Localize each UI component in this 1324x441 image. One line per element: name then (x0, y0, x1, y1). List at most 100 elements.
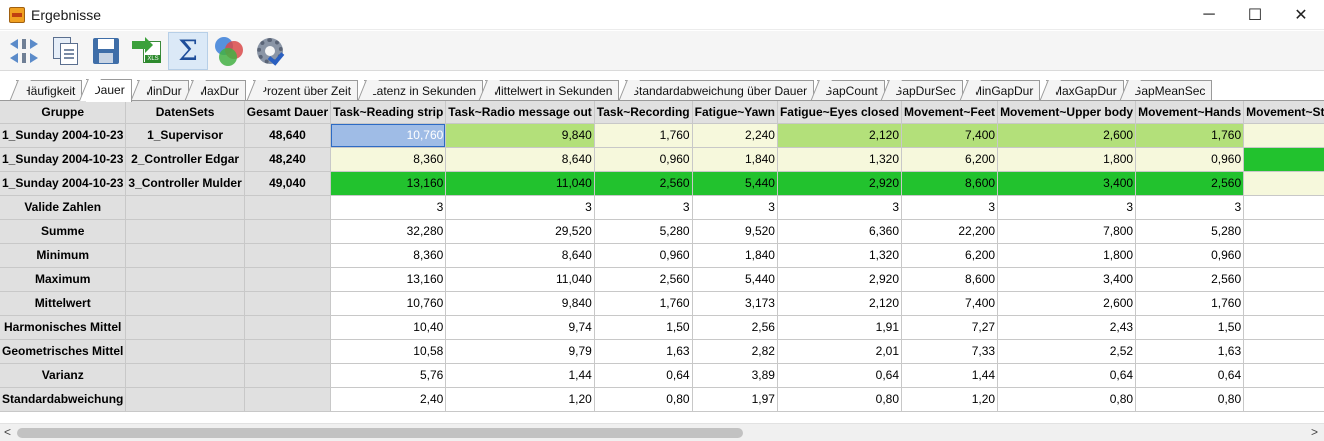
settings-button[interactable] (250, 32, 290, 70)
stat-value-cell[interactable]: 1,44 (901, 363, 999, 388)
stat-value-cell[interactable]: 3,173 (692, 291, 778, 316)
stat-value-cell[interactable]: 5,76 (330, 363, 447, 388)
stat-value-cell[interactable]: 7,800 (997, 219, 1137, 244)
value-cell[interactable]: 2,920 (777, 171, 903, 196)
value-cell[interactable]: 8,600 (901, 171, 999, 196)
stat-value-cell[interactable]: 7,33 (901, 339, 999, 364)
value-cell[interactable]: 8,360 (330, 147, 447, 172)
column-header[interactable]: Fatigue~Yawn (692, 101, 778, 124)
stat-value-cell[interactable]: 0,80 (1135, 387, 1245, 412)
value-cell[interactable]: 0 (1243, 123, 1324, 148)
stat-value-cell[interactable]: 2,920 (777, 267, 903, 292)
value-cell[interactable]: 13,160 (330, 171, 447, 196)
stat-value-cell[interactable]: 0,64 (594, 363, 693, 388)
stat-value-cell[interactable]: 2,560 (1135, 267, 1245, 292)
total-duration-cell[interactable]: 48,640 (244, 123, 332, 148)
stat-value-cell[interactable]: 32,280 (330, 219, 447, 244)
value-cell[interactable]: 6,200 (901, 147, 999, 172)
statistics-button[interactable]: Σ (168, 31, 208, 70)
stat-value-cell[interactable]: 9,74 (445, 315, 595, 340)
stat-value-cell[interactable]: 3 (692, 195, 778, 220)
stat-value-cell[interactable]: 1,50 (1135, 315, 1245, 340)
column-header[interactable]: Task~Reading strip (330, 101, 447, 124)
stat-value-cell[interactable]: 1,50 (594, 315, 693, 340)
stat-value-cell[interactable]: 3 (901, 195, 999, 220)
stat-value-cell[interactable]: 2,52 (997, 339, 1137, 364)
close-button[interactable]: ✕ (1294, 7, 1308, 24)
value-cell[interactable]: 9,840 (445, 123, 595, 148)
stat-value-cell[interactable]: 2,120 (777, 291, 903, 316)
stat-value-cell[interactable]: 13,160 (330, 267, 447, 292)
stat-value-cell[interactable]: 7,27 (901, 315, 999, 340)
tab-latenz-in-sekunden[interactable]: Latenz in Sekunden (364, 80, 484, 101)
stat-value-cell[interactable]: 1,20 (901, 387, 999, 412)
stat-value-cell[interactable]: 2,600 (997, 291, 1137, 316)
stat-value-cell[interactable]: 6,360 (777, 219, 903, 244)
tab-mingapdur[interactable]: MinGapDur (966, 80, 1041, 101)
stat-value-cell[interactable]: 10,40 (330, 315, 447, 340)
stat-value-cell[interactable]: 0 (1243, 267, 1324, 292)
tab-häufigkeit[interactable]: Häufigkeit (16, 80, 83, 101)
stat-value-cell[interactable]: 3 (1135, 195, 1245, 220)
value-cell[interactable]: 2,600 (997, 123, 1137, 148)
stat-value-cell[interactable]: 9,79 (445, 339, 595, 364)
maximize-button[interactable]: ☐ (1247, 7, 1263, 24)
stat-value-cell[interactable]: 10,760 (330, 291, 447, 316)
value-cell[interactable]: 8,640 (445, 147, 595, 172)
column-header[interactable]: Gruppe (0, 101, 127, 124)
stat-value-cell[interactable]: 2,01 (777, 339, 903, 364)
group-cell[interactable]: 1_Sunday 2004-10-23 (0, 147, 127, 172)
stat-value-cell[interactable]: 0 (1243, 363, 1324, 388)
stat-value-cell[interactable]: 3,89 (692, 363, 778, 388)
minimize-button[interactable]: ─ (1203, 6, 1215, 23)
value-cell[interactable]: 0 (1243, 171, 1324, 196)
stat-value-cell[interactable]: 0 (1243, 219, 1324, 244)
dataset-cell[interactable]: 1_Supervisor (125, 123, 245, 148)
stat-value-cell[interactable]: 1,97 (692, 387, 778, 412)
stat-value-cell[interactable]: 0,80 (594, 387, 693, 412)
stat-value-cell[interactable]: 0,64 (997, 363, 1137, 388)
stat-value-cell[interactable]: 3 (1243, 195, 1324, 220)
stat-value-cell[interactable]: 11,040 (445, 267, 595, 292)
stat-value-cell[interactable]: 0 (1243, 387, 1324, 412)
stat-value-cell[interactable]: 2,40 (330, 387, 447, 412)
column-header[interactable]: Task~Recording (594, 101, 693, 124)
value-cell[interactable]: 2,120 (777, 123, 903, 148)
column-header[interactable]: Movement~Upper body (997, 101, 1137, 124)
horizontal-scrollbar[interactable]: < > (0, 423, 1324, 441)
stat-value-cell[interactable]: 0 (1243, 291, 1324, 316)
value-cell[interactable]: 2,560 (1135, 171, 1245, 196)
scroll-thumb[interactable] (17, 428, 743, 438)
stat-value-cell[interactable]: 6,200 (901, 243, 999, 268)
stat-value-cell[interactable]: 29,520 (445, 219, 595, 244)
value-cell[interactable]: 2,240 (692, 123, 778, 148)
value-cell[interactable]: 7,400 (901, 123, 999, 148)
total-duration-cell[interactable]: 49,040 (244, 171, 332, 196)
value-cell[interactable]: 1,840 (692, 147, 778, 172)
tab-gapmeansec[interactable]: GapMeanSec (1126, 80, 1213, 101)
stat-value-cell[interactable]: 1,320 (777, 243, 903, 268)
stat-value-cell[interactable]: 0,960 (1135, 243, 1245, 268)
stat-value-cell[interactable]: 3 (777, 195, 903, 220)
stat-value-cell[interactable]: 9,840 (445, 291, 595, 316)
stat-value-cell[interactable]: 1,91 (777, 315, 903, 340)
column-header[interactable]: Movement~Feet (901, 101, 999, 124)
stat-value-cell[interactable] (1243, 339, 1324, 364)
save-button[interactable] (86, 32, 126, 70)
stat-value-cell[interactable]: 22,200 (901, 219, 999, 244)
stat-value-cell[interactable]: 8,360 (330, 243, 447, 268)
column-header[interactable]: Movement~Hands (1135, 101, 1245, 124)
column-header[interactable]: Fatigue~Eyes closed (777, 101, 903, 124)
stat-value-cell[interactable]: 5,440 (692, 267, 778, 292)
stat-value-cell[interactable]: 1,63 (1135, 339, 1245, 364)
column-header[interactable]: DatenSets (125, 101, 245, 124)
stat-value-cell[interactable]: 2,56 (692, 315, 778, 340)
stat-value-cell[interactable] (1243, 315, 1324, 340)
stat-value-cell[interactable]: 7,400 (901, 291, 999, 316)
value-cell[interactable]: 1,800 (997, 147, 1137, 172)
value-cell[interactable]: 5,440 (692, 171, 778, 196)
stat-value-cell[interactable]: 8,600 (901, 267, 999, 292)
tab-mittelwert-in-sekunden[interactable]: Mittelwert in Sekunden (485, 80, 620, 101)
stat-value-cell[interactable]: 1,44 (445, 363, 595, 388)
stat-value-cell[interactable]: 10,58 (330, 339, 447, 364)
